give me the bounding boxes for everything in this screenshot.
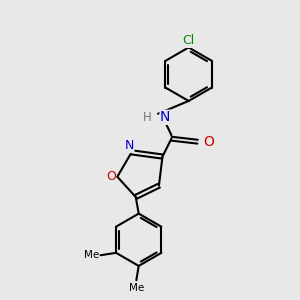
Text: Me: Me [84, 250, 99, 260]
Text: N: N [160, 110, 170, 124]
Text: O: O [203, 135, 214, 149]
Text: N: N [124, 139, 134, 152]
Text: H: H [143, 111, 152, 124]
Text: Cl: Cl [182, 34, 195, 47]
Text: O: O [106, 170, 116, 183]
Text: Me: Me [129, 283, 145, 293]
